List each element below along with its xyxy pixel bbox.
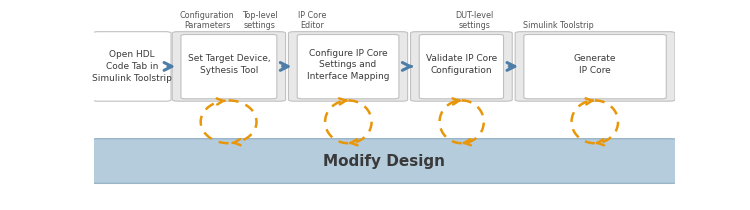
FancyBboxPatch shape <box>172 32 286 101</box>
Text: Modify Design: Modify Design <box>322 154 445 169</box>
Text: Simulink Toolstrip: Simulink Toolstrip <box>524 21 594 30</box>
FancyBboxPatch shape <box>410 32 512 101</box>
Text: Set Target Device,
Sythesis Tool: Set Target Device, Sythesis Tool <box>188 54 270 75</box>
FancyBboxPatch shape <box>181 34 277 99</box>
Text: Validate IP Core
Configuration: Validate IP Core Configuration <box>426 54 497 75</box>
FancyBboxPatch shape <box>515 32 675 101</box>
Text: Generate
IP Core: Generate IP Core <box>574 54 616 75</box>
Text: IP Core
Editor: IP Core Editor <box>298 11 326 30</box>
Text: Open HDL
Code Tab in
Simulink Toolstrip: Open HDL Code Tab in Simulink Toolstrip <box>92 50 172 83</box>
FancyBboxPatch shape <box>419 34 503 99</box>
FancyBboxPatch shape <box>297 34 399 99</box>
FancyBboxPatch shape <box>92 32 171 101</box>
FancyBboxPatch shape <box>524 34 666 99</box>
Text: Configure IP Core
Settings and
Interface Mapping: Configure IP Core Settings and Interface… <box>307 49 389 81</box>
FancyBboxPatch shape <box>86 139 682 183</box>
FancyBboxPatch shape <box>289 32 407 101</box>
Text: DUT-level
settings: DUT-level settings <box>455 11 494 30</box>
Text: Top-level
settings: Top-level settings <box>242 11 278 30</box>
Text: Configuration
Parameters: Configuration Parameters <box>180 11 235 30</box>
